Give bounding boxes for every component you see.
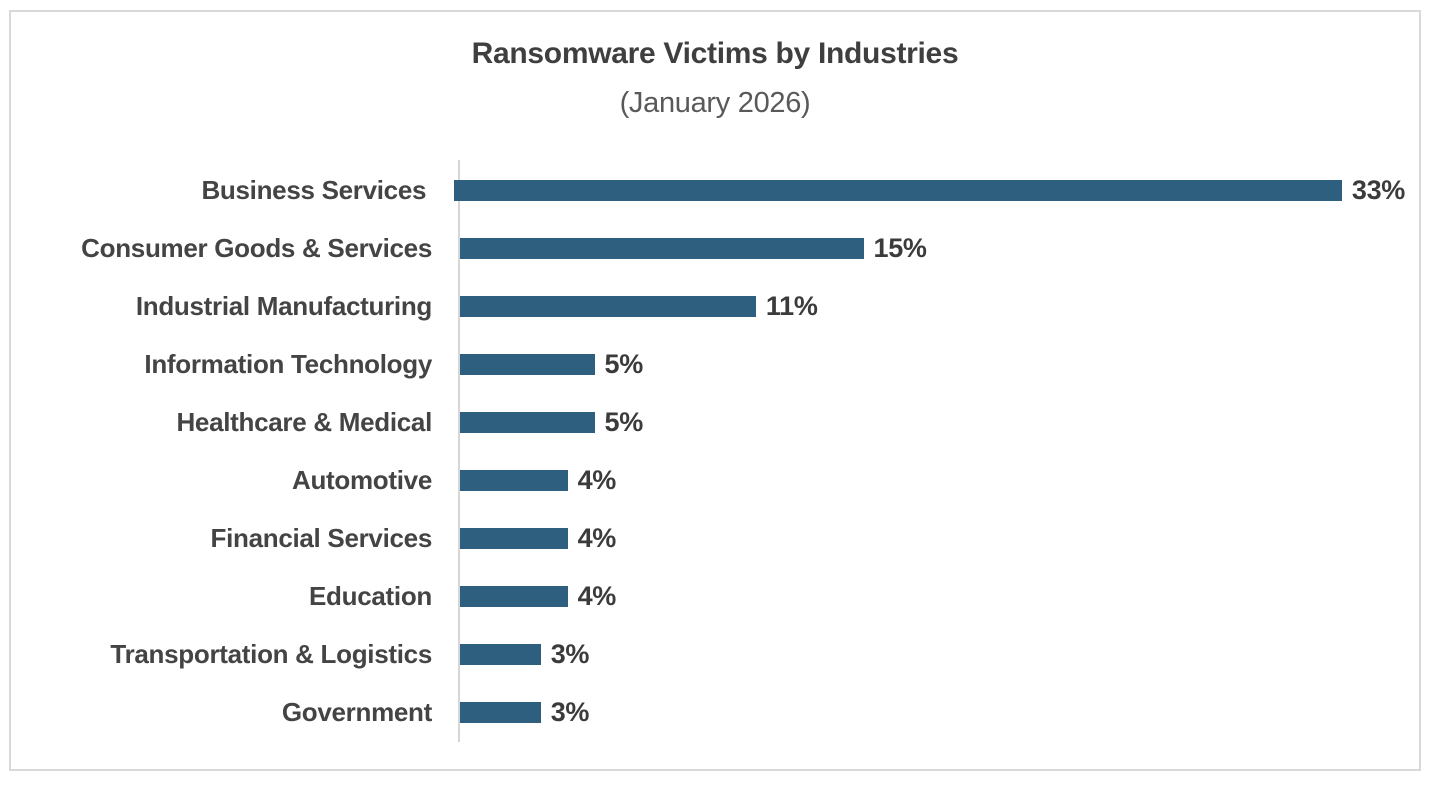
chart-row: Education 4% xyxy=(11,567,1405,625)
bar-zone: 3% xyxy=(460,683,1405,741)
chart-subtitle: (January 2026) xyxy=(619,87,811,119)
category-label: Transportation & Logistics xyxy=(110,638,432,669)
value-label: 3% xyxy=(550,638,590,669)
bar-zone: 5% xyxy=(460,393,1405,451)
bar-zone: 4% xyxy=(460,451,1405,509)
bar xyxy=(460,643,541,665)
value-label: 4% xyxy=(577,580,617,611)
category-label: Automotive xyxy=(291,464,432,495)
bar-zone: 5% xyxy=(460,335,1405,393)
category-label: Healthcare & Medical xyxy=(176,406,432,437)
value-label: 5% xyxy=(604,348,644,379)
value-label: 3% xyxy=(550,696,590,727)
bar xyxy=(460,237,864,259)
bar-rows-container: Business Services 33% Consumer Goods & S… xyxy=(11,161,1405,741)
value-label: 5% xyxy=(604,406,644,437)
bar xyxy=(454,179,1342,201)
chart-row: Industrial Manufacturing 11% xyxy=(11,277,1405,335)
chart-row: Government 3% xyxy=(11,683,1405,741)
bar-zone: 33% xyxy=(454,161,1405,219)
chart-row: Automotive 4% xyxy=(11,451,1405,509)
bar-zone: 3% xyxy=(460,625,1405,683)
chart-title: Ransomware Victims by Industries xyxy=(471,37,959,70)
bar-zone: 4% xyxy=(460,567,1405,625)
bar xyxy=(460,701,541,723)
category-label: Consumer Goods & Services xyxy=(81,232,432,263)
value-label: 33% xyxy=(1351,174,1405,205)
chart-row: Transportation & Logistics 3% xyxy=(11,625,1405,683)
bar xyxy=(460,353,595,375)
category-axis-line xyxy=(458,160,460,742)
plot-area: Business Services 33% Consumer Goods & S… xyxy=(11,160,1419,742)
chart-row: Healthcare & Medical 5% xyxy=(11,393,1405,451)
chart-frame: Ransomware Victims by Industries (Januar… xyxy=(9,10,1421,771)
chart-row: Financial Services 4% xyxy=(11,509,1405,567)
bar xyxy=(460,469,568,491)
chart-row: Business Services 33% xyxy=(11,161,1405,219)
category-label: Financial Services xyxy=(210,522,432,553)
chart-row: Consumer Goods & Services 15% xyxy=(11,219,1405,277)
category-label: Information Technology xyxy=(144,348,432,379)
category-label: Business Services xyxy=(201,174,427,205)
category-label: Government xyxy=(281,696,432,727)
chart-row: Information Technology 5% xyxy=(11,335,1405,393)
bar-zone: 4% xyxy=(460,509,1405,567)
bar xyxy=(460,411,595,433)
category-label: Education xyxy=(309,580,432,611)
category-label: Industrial Manufacturing xyxy=(135,290,432,321)
value-label: 4% xyxy=(577,464,617,495)
value-label: 11% xyxy=(765,290,818,321)
bar xyxy=(460,585,568,607)
value-label: 15% xyxy=(873,232,927,263)
bar xyxy=(460,527,568,549)
bar xyxy=(460,295,756,317)
value-label: 4% xyxy=(577,522,617,553)
chart-title-area: Ransomware Victims by Industries (Januar… xyxy=(11,12,1419,120)
bar-zone: 11% xyxy=(460,277,1405,335)
bar-zone: 15% xyxy=(460,219,1405,277)
